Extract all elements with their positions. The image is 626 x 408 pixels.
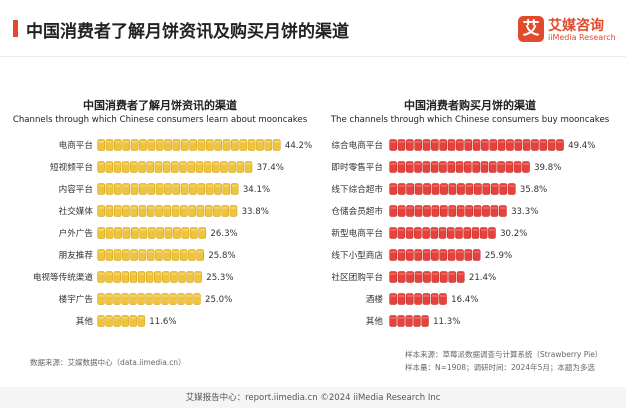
bar bbox=[389, 227, 496, 239]
bar bbox=[97, 293, 201, 305]
value-label: 25.9% bbox=[485, 251, 512, 261]
value-label: 37.4% bbox=[257, 163, 284, 173]
page-title: 中国消费者了解月饼资讯及购买月饼的渠道 bbox=[26, 22, 349, 42]
value-label: 34.1% bbox=[243, 185, 270, 195]
right-chart-title: 中国消费者购买月饼的渠道 bbox=[404, 99, 536, 112]
data-source-note: 数据来源：艾媒数据中心（data.iimedia.cn） bbox=[30, 358, 186, 367]
sample-size-note: 样本量：N=1908；调研时间：2024年5月；本题为多选 bbox=[405, 363, 595, 372]
category-label: 社区团购平台 bbox=[331, 271, 383, 283]
bar bbox=[389, 161, 530, 173]
value-label: 33.3% bbox=[511, 207, 538, 217]
value-label: 25.8% bbox=[208, 251, 235, 261]
category-label: 内容平台 bbox=[59, 183, 93, 195]
right-bar-chart: 综合电商平台 49.4% 即时零售平台 39.8% 线下综合超市 35.8% 仓储会员超市 3… bbox=[331, 139, 595, 327]
header: 中国消费者了解月饼资讯及购买月饼的渠道 艾 艾媒咨询 iiMedia Resea… bbox=[0, 0, 626, 56]
header-divider bbox=[0, 56, 626, 57]
value-label: 25.0% bbox=[205, 295, 232, 305]
category-label: 酒楼 bbox=[366, 293, 384, 305]
category-label: 电视等传统渠道 bbox=[33, 271, 94, 283]
bar bbox=[389, 183, 516, 195]
left-chart-subtitle: Channels through which Chinese consumers… bbox=[12, 115, 308, 125]
bar bbox=[389, 271, 465, 283]
value-label: 49.4% bbox=[568, 141, 595, 151]
value-label: 33.8% bbox=[242, 207, 269, 217]
right-chart-subtitle: The channels through which Chinese consu… bbox=[330, 115, 610, 125]
category-label: 其他 bbox=[76, 315, 94, 327]
category-label: 线下小型商店 bbox=[331, 249, 383, 261]
sample-source-note: 样本来源：草莓派数据调查与计算系统（Strawberry Pie） bbox=[405, 350, 603, 359]
category-label: 楼宇广告 bbox=[59, 293, 94, 305]
category-label: 新型电商平台 bbox=[331, 227, 383, 239]
value-label: 44.2% bbox=[285, 141, 312, 151]
category-label: 朋友推荐 bbox=[59, 249, 94, 261]
bottom-credit: 艾媒报告中心：report.iimedia.cn ©2024 iiMedia R… bbox=[185, 393, 441, 403]
bar bbox=[97, 161, 253, 173]
logo-subtitle: iiMedia Research bbox=[548, 33, 616, 42]
value-label: 39.8% bbox=[534, 163, 561, 173]
category-label: 即时零售平台 bbox=[331, 161, 383, 173]
bar bbox=[389, 205, 507, 217]
bar bbox=[97, 227, 207, 239]
bar bbox=[389, 293, 447, 305]
left-bar-chart: 电商平台 44.2% 短视频平台 37.4% 内容平台 34.1% 社交媒体 33.8% 户外广… bbox=[33, 139, 312, 327]
logo-name: 艾媒咨询 bbox=[548, 18, 604, 34]
bar bbox=[389, 139, 564, 151]
bar bbox=[97, 271, 202, 283]
bar bbox=[97, 249, 204, 261]
value-label: 21.4% bbox=[469, 273, 496, 283]
bottom-bar bbox=[0, 387, 626, 408]
category-label: 其他 bbox=[366, 315, 384, 327]
category-label: 短视频平台 bbox=[50, 161, 93, 173]
value-label: 16.4% bbox=[451, 295, 478, 305]
bar bbox=[97, 139, 281, 151]
title-accent-bar bbox=[13, 20, 18, 37]
value-label: 11.3% bbox=[433, 317, 460, 327]
bar bbox=[97, 183, 239, 195]
value-label: 25.3% bbox=[206, 273, 233, 283]
iimedia-logo: 艾 艾媒咨询 iiMedia Research bbox=[518, 16, 620, 48]
value-label: 11.6% bbox=[149, 317, 176, 327]
value-label: 35.8% bbox=[520, 185, 547, 195]
logo-mark-icon: 艾 bbox=[518, 16, 544, 42]
value-label: 26.3% bbox=[210, 229, 237, 239]
category-label: 社交媒体 bbox=[59, 205, 94, 217]
value-label: 30.2% bbox=[500, 229, 527, 239]
category-label: 仓储会员超市 bbox=[331, 205, 383, 217]
bar bbox=[389, 315, 429, 327]
category-label: 综合电商平台 bbox=[331, 139, 383, 151]
category-label: 电商平台 bbox=[59, 139, 93, 151]
bar bbox=[389, 249, 481, 261]
bar bbox=[97, 205, 238, 217]
left-chart-title: 中国消费者了解月饼资讯的渠道 bbox=[83, 99, 237, 112]
category-label: 线下综合超市 bbox=[331, 183, 383, 195]
bar bbox=[97, 315, 145, 327]
category-label: 户外广告 bbox=[59, 227, 94, 239]
